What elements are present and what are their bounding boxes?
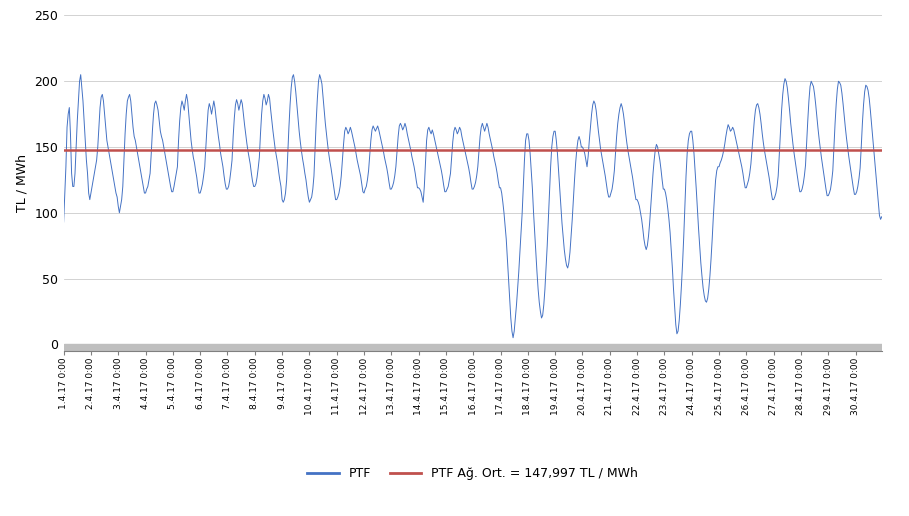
PTF xyxy=(285,102,295,108)
PTF xyxy=(876,214,887,220)
PTF xyxy=(73,98,84,104)
PTF xyxy=(507,335,518,341)
PTF xyxy=(599,166,610,172)
PTF Ağ. Ort. = 147,997 TL / MWh xyxy=(59,147,70,153)
Legend: PTF, PTF Ağ. Ort. = 147,997 TL / MWh: PTF, PTF Ağ. Ort. = 147,997 TL / MWh xyxy=(303,462,643,486)
PTF xyxy=(58,219,69,225)
PTF xyxy=(574,137,585,143)
PTF xyxy=(242,140,253,146)
PTF xyxy=(75,72,86,78)
Bar xyxy=(64,344,882,351)
PTF Ağ. Ort. = 147,997 TL / MWh xyxy=(58,147,69,153)
Line: PTF: PTF xyxy=(64,75,882,338)
Y-axis label: TL / MWh: TL / MWh xyxy=(15,154,29,212)
PTF xyxy=(158,144,169,150)
